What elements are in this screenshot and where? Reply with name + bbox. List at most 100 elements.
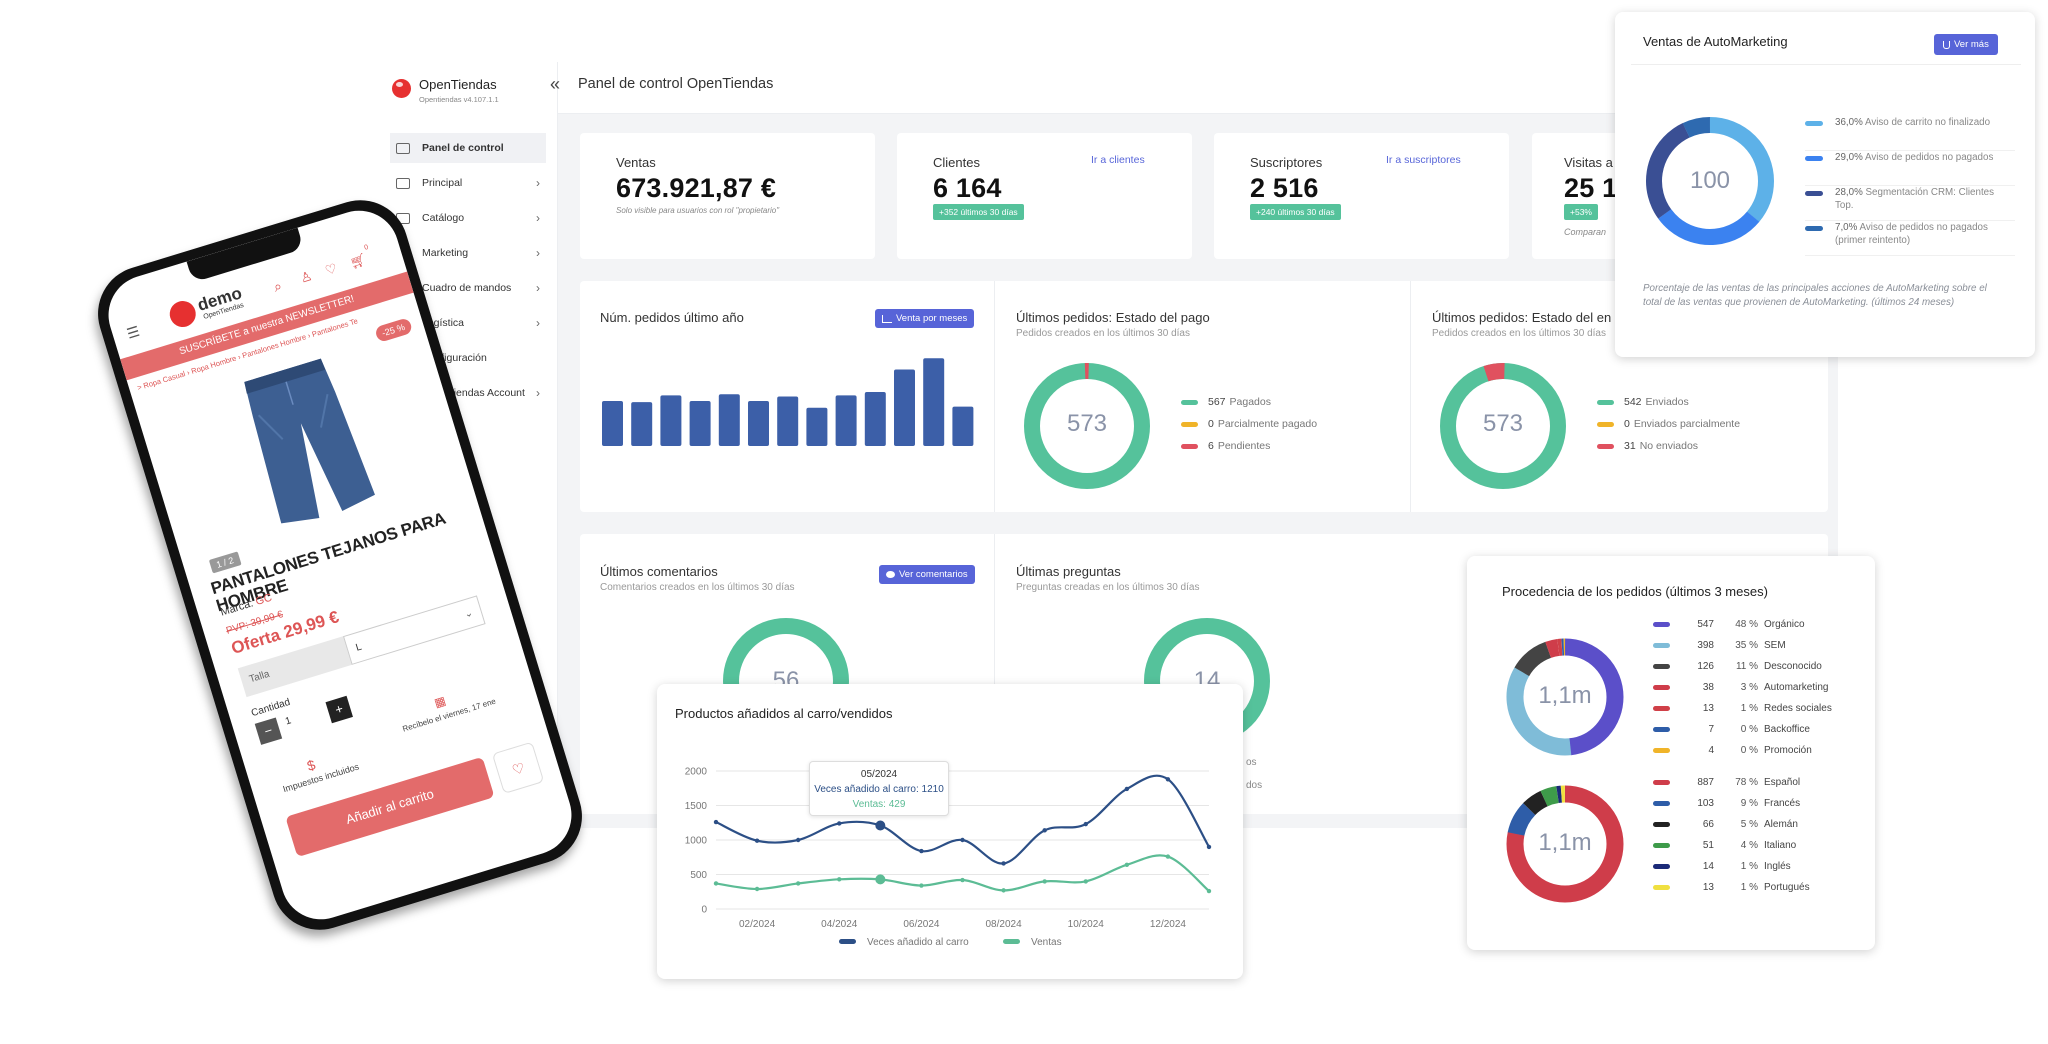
data-point[interactable] [1124, 786, 1130, 792]
chart-bar[interactable] [894, 369, 915, 447]
chart-bar[interactable] [631, 402, 653, 446]
chart-bar[interactable] [602, 401, 623, 446]
orders-year-title: Núm. pedidos último año [600, 310, 744, 325]
double-chevron-left-icon[interactable]: « [550, 74, 561, 94]
bar-chart-icon [882, 314, 892, 323]
data-point[interactable] [960, 877, 965, 883]
donut-slice [1506, 785, 1624, 903]
heart-icon[interactable]: ♡ [323, 260, 339, 279]
data-point[interactable] [875, 820, 886, 831]
automarketing-legend: 36,0% Aviso de carrito no finalizado 29,0… [1805, 116, 2015, 256]
tooltip-line2: Ventas: 429 [852, 799, 906, 810]
phone-mockup: ☰ demo OpenTiendas ⌕ ♙ ♡ 🛒︎ 0 SUSCRÍBETE… [86, 188, 594, 942]
chart-bar[interactable] [864, 392, 886, 446]
chart-bar[interactable] [923, 358, 945, 446]
data-point[interactable] [1001, 861, 1006, 866]
data-point[interactable] [1165, 777, 1171, 782]
legend-item: 66 5 % Alemán [1653, 814, 1843, 835]
kpi-note: Solo visible para usuarios con rol "prop… [616, 206, 780, 215]
search-icon[interactable]: ⌕ [271, 277, 284, 295]
legend-item: 31 No enviados [1597, 435, 1740, 457]
data-point[interactable] [754, 886, 760, 892]
data-point[interactable] [919, 883, 924, 888]
cart-icon[interactable]: 🛒︎ [348, 251, 369, 271]
x-tick-label: 02/2024 [739, 919, 776, 930]
legend-item: 28,0% Segmentación CRM: Clientes Top. [1805, 186, 2015, 221]
qty-minus-button[interactable]: − [254, 717, 283, 745]
data-point[interactable] [795, 837, 801, 843]
wishlist-button[interactable]: ♡ [491, 741, 545, 795]
sidebar-item-1[interactable]: Principal › [390, 168, 546, 198]
data-point[interactable] [837, 877, 842, 882]
chart-bar[interactable] [689, 401, 711, 446]
data-point[interactable] [919, 848, 924, 854]
data-point[interactable] [754, 838, 760, 843]
origin-title: Procedencia de los pedidos (últimos 3 me… [1502, 584, 1768, 599]
y-tick-label: 2000 [685, 767, 708, 778]
product-image[interactable] [224, 349, 386, 537]
menu-icon[interactable]: ☰ [124, 322, 142, 342]
chevron-right-icon: › [536, 211, 540, 225]
chart-bar[interactable] [660, 395, 682, 446]
chevron-right-icon: › [536, 386, 540, 400]
sidebar-item-label: Panel de control [422, 142, 504, 154]
legend-item: 6 Pendientes [1181, 435, 1317, 457]
data-point[interactable] [960, 837, 965, 843]
legend-item: 103 9 % Francés [1653, 793, 1843, 814]
data-point[interactable] [1165, 854, 1171, 859]
data-point[interactable] [1083, 879, 1088, 884]
quantity-value[interactable]: 1 [283, 715, 293, 728]
data-point[interactable] [1206, 844, 1212, 850]
chart-bar[interactable] [718, 394, 740, 446]
data-point[interactable] [713, 819, 719, 825]
legend-item: 36,0% Aviso de carrito no finalizado [1805, 116, 2015, 151]
kpi-label: Visitas a [1564, 155, 1613, 170]
legend-swatch [839, 939, 856, 944]
data-point[interactable] [1042, 879, 1047, 884]
user-icon[interactable]: ♙ [298, 267, 314, 286]
kpi-value: 6 164 [933, 173, 1002, 203]
size-select[interactable]: L ⌄ [342, 595, 486, 665]
data-point[interactable] [875, 874, 886, 885]
legend-item: 13 1 % Redes sociales [1653, 698, 1843, 719]
calendar-icon: ▦ [432, 693, 448, 711]
chart-bar[interactable] [835, 395, 857, 446]
chart-tooltip: 05/2024 Veces añadido al carro: 1210 Ven… [809, 761, 949, 816]
sidebar-item-0[interactable]: Panel de control [390, 133, 546, 163]
dashboard-icon [396, 177, 410, 189]
data-point[interactable] [1001, 888, 1006, 893]
newsletter-banner[interactable]: SUSCRÍBETE a nuestra NEWSLETTER! [120, 271, 414, 381]
legend-item: 51 4 % Italiano [1653, 835, 1843, 856]
legend-item: 567 Pagados [1181, 391, 1317, 413]
automarketing-title: Ventas de AutoMarketing [1643, 34, 1788, 49]
origin-total: 1,1m [1538, 682, 1592, 709]
go-to-clients-link[interactable]: Ir a clientes [1091, 154, 1145, 166]
automarketing-total: 100 [1689, 167, 1731, 194]
view-comments-button[interactable]: Ver comentarios [879, 565, 975, 584]
data-point[interactable] [713, 881, 719, 886]
kpi-note: Comparan [1564, 227, 1607, 237]
payment-status-title: Últimos pedidos: Estado del pago [1016, 310, 1210, 325]
discount-badge: -25 % [374, 317, 413, 343]
data-point[interactable] [1124, 862, 1130, 868]
data-point[interactable] [1083, 821, 1088, 827]
go-to-subscribers-link[interactable]: Ir a suscriptores [1386, 154, 1461, 166]
sidebar-item-2[interactable]: Catálogo › [390, 203, 546, 233]
data-point[interactable] [1042, 828, 1047, 833]
see-more-button[interactable]: Ver más [1934, 34, 1998, 55]
data-point[interactable] [1206, 888, 1212, 894]
data-point[interactable] [837, 821, 842, 826]
data-point[interactable] [795, 881, 801, 886]
chart-bar[interactable] [806, 407, 828, 446]
shipping-status-title: Últimos pedidos: Estado del en [1432, 310, 1612, 325]
legend-item: 29,0% Aviso de pedidos no pagados [1805, 151, 2015, 186]
kpi-label: Clientes [933, 155, 980, 170]
chart-bar[interactable] [748, 401, 769, 446]
chart-bar[interactable] [952, 406, 974, 446]
kpi-value: 25 1 [1564, 173, 1618, 203]
page-title: Panel de control OpenTiendas [578, 76, 774, 92]
sales-by-month-button[interactable]: Venta por meses [875, 309, 975, 328]
chart-bar[interactable] [777, 396, 799, 447]
automarketing-panel: Ventas de AutoMarketing Ver más 100 36,0… [1615, 12, 2035, 357]
qty-plus-button[interactable]: + [325, 695, 353, 724]
